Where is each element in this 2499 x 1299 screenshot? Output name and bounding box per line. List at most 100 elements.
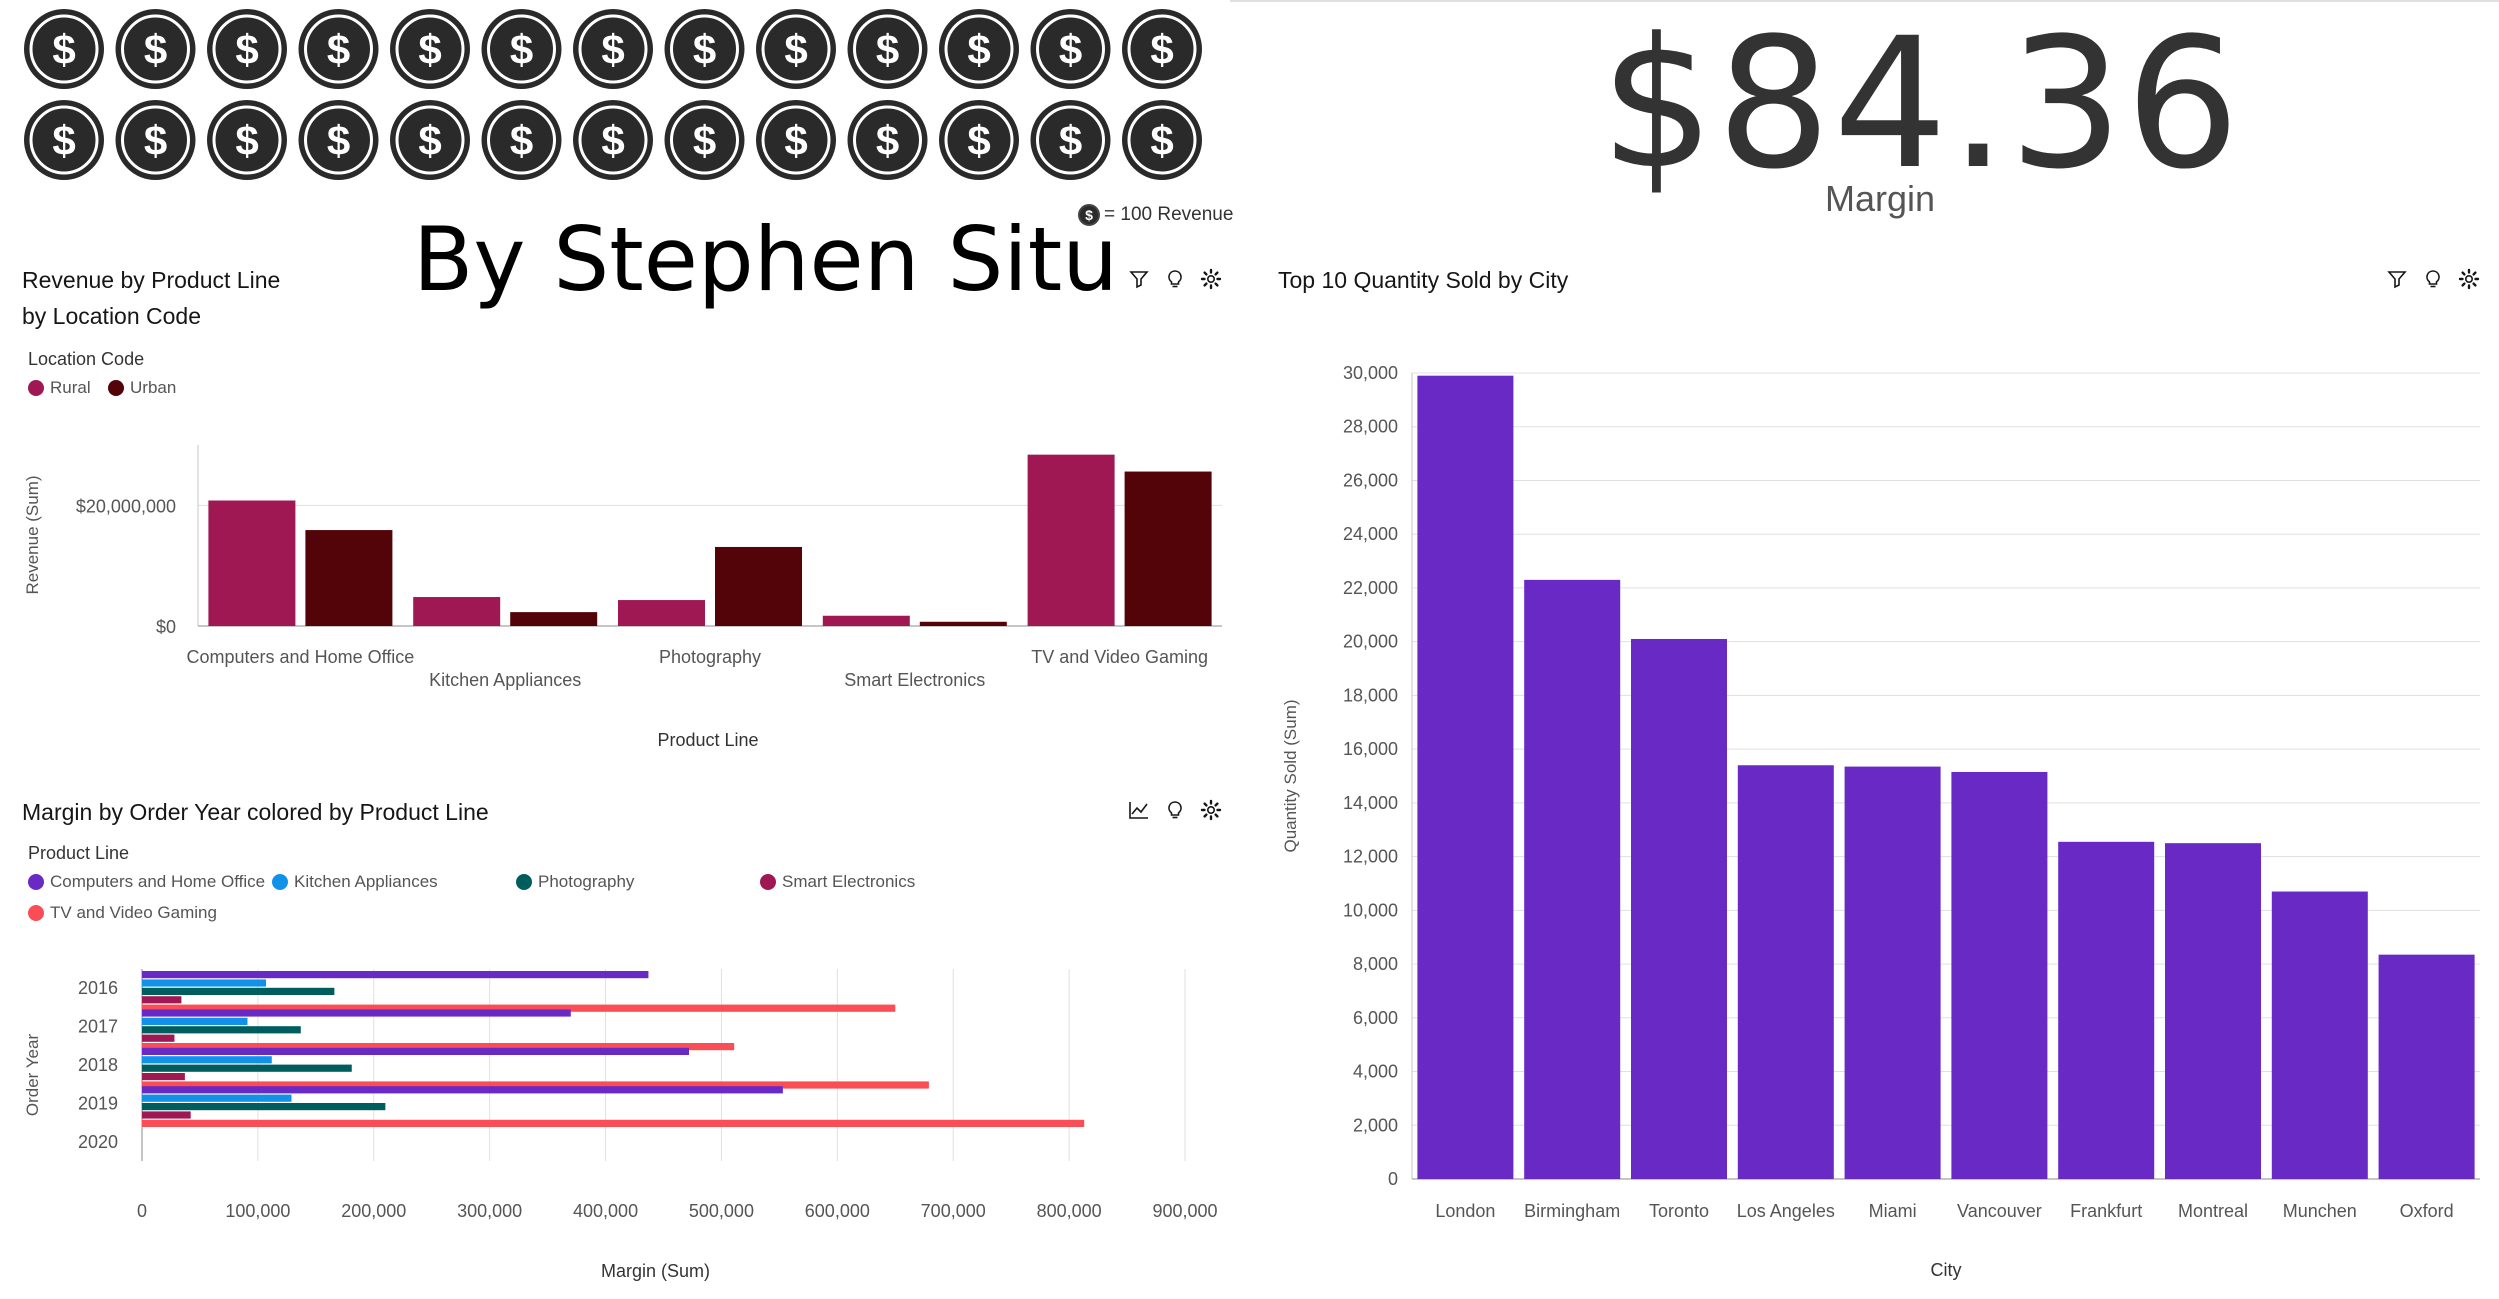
x-tick-label: 700,000	[921, 1201, 986, 1221]
revenue-chart-title-line1: Revenue by Product Line	[22, 267, 281, 293]
y-tick-label: 2020	[78, 1132, 118, 1152]
coin-outer	[24, 100, 104, 180]
x-tick-label: Montreal	[2178, 1201, 2248, 1221]
x-tick-label: Vancouver	[1957, 1201, 2042, 1221]
bar	[1124, 471, 1212, 626]
coin-ring	[670, 105, 739, 175]
coin-outer	[298, 100, 379, 180]
lightbulb-icon[interactable]	[1164, 799, 1186, 821]
y-tick-label: 2018	[78, 1055, 118, 1075]
x-tick-label: 100,000	[225, 1201, 290, 1221]
coin-ring	[1127, 14, 1197, 84]
coin-symbol: $	[52, 117, 75, 164]
legend-item-kitchen[interactable]: Kitchen Appliances	[272, 872, 438, 892]
coin-symbol: $	[1150, 26, 1173, 73]
coin-outer	[390, 9, 470, 89]
y-tick-label: 22,000	[1343, 578, 1398, 598]
coin-ring	[29, 14, 99, 84]
margin-legend-title: Product Line	[28, 843, 130, 863]
bar	[715, 546, 802, 626]
lightbulb-icon[interactable]	[1164, 268, 1186, 290]
revenue-bar-chart: $0 $20,000,000 Computers and Home Office Ki…	[23, 445, 1222, 750]
y-tick-label: 10,000	[1343, 900, 1398, 920]
lightbulb-icon[interactable]	[2422, 268, 2444, 290]
filter-icon[interactable]	[1128, 268, 1150, 290]
gear-icon[interactable]	[2458, 268, 2480, 290]
y-tick-label: 6,000	[1353, 1008, 1398, 1028]
bar	[1631, 638, 1727, 1179]
coin-outer	[115, 9, 196, 89]
coin-icon: $	[847, 9, 928, 89]
gear-icon[interactable]	[1200, 799, 1222, 821]
coin-ring	[487, 14, 556, 84]
x-tick-label: 800,000	[1037, 1201, 1102, 1221]
x-tick-label: Kitchen Appliances	[429, 670, 581, 690]
coin-outer	[481, 100, 562, 180]
coin-symbol: $	[1059, 26, 1082, 73]
x-tick-label: Computers and Home Office	[187, 647, 415, 667]
legend-item-computers[interactable]: Computers and Home Office	[28, 872, 265, 892]
coin-symbol: $	[144, 117, 167, 164]
coin-symbol: $	[876, 26, 899, 73]
coin-ring	[121, 105, 190, 175]
coin-symbol: $	[601, 117, 624, 164]
y-tick-label: 4,000	[1353, 1062, 1398, 1082]
bar	[142, 1111, 191, 1119]
filter-icon[interactable]	[2386, 268, 2408, 290]
bar	[305, 530, 393, 626]
bar	[142, 1073, 185, 1081]
legend-item-rural[interactable]: Rural	[28, 378, 91, 398]
legend-item-photography[interactable]: Photography	[516, 872, 634, 892]
coin-ring	[944, 14, 1014, 84]
revenue-pictogram: $ $ $ $ $ $ $ $ $ $ $ $ $ $ $ $ $ $ $ $ $ $ $ $ $ $	[24, 9, 1202, 180]
coin-ring	[761, 14, 831, 84]
bar	[413, 597, 501, 626]
coin-ring	[1127, 105, 1197, 175]
coin-symbol: $	[1059, 117, 1082, 164]
legend-item-urban[interactable]: Urban	[108, 378, 176, 398]
coin-ring	[29, 105, 99, 175]
revenue-chart-title-line2: by Location Code	[22, 303, 202, 329]
coin-ring	[853, 14, 922, 84]
bar	[142, 1086, 783, 1094]
coin-icon: $	[24, 9, 104, 89]
y-tick-label: 30,000	[1343, 363, 1398, 383]
bar	[142, 1056, 272, 1064]
bar	[2058, 841, 2155, 1179]
bar	[142, 1064, 352, 1072]
coin-symbol: $	[510, 117, 533, 164]
coin-outer	[847, 100, 928, 180]
coin-icon: $	[481, 9, 562, 89]
coin-icon: $	[1030, 100, 1111, 180]
y-axis-title: Revenue (Sum)	[23, 475, 42, 594]
revenue-chart-title: Revenue by Product Line by Location Code	[22, 262, 280, 334]
x-axis-title: City	[1931, 1260, 1962, 1280]
y-tick-label: $20,000,000	[76, 496, 176, 516]
legend-item-smart[interactable]: Smart Electronics	[760, 872, 915, 892]
coin-outer	[939, 9, 1019, 89]
coin-outer	[1122, 100, 1202, 180]
coin-icon: $	[756, 9, 836, 89]
coin-ring	[304, 14, 373, 84]
city-bar-chart: 0 2,000 4,000 6,000 8,000 10,000 12,000 14,000 1…	[1281, 363, 2480, 1280]
x-tick-label: 500,000	[689, 1201, 754, 1221]
y-tick-label: 2,000	[1353, 1115, 1398, 1135]
legend-item-tv[interactable]: TV and Video Gaming	[28, 903, 217, 923]
coin-icon: $	[1122, 9, 1202, 89]
coin-icon: $	[847, 100, 928, 180]
coin-icon: $	[390, 100, 470, 180]
top-border	[1230, 0, 2499, 2]
y-tick-label: 8,000	[1353, 954, 1398, 974]
bar	[1737, 765, 1834, 1179]
coin-symbol: $	[784, 117, 807, 164]
coin-outer	[1122, 9, 1202, 89]
bar	[142, 1103, 386, 1111]
coin-outer	[939, 100, 1019, 180]
coin-icon: $	[298, 100, 379, 180]
coin-symbol: $	[235, 117, 258, 164]
gear-icon[interactable]	[1200, 268, 1222, 290]
bar	[2378, 954, 2475, 1179]
line-chart-icon[interactable]	[1128, 799, 1150, 821]
y-axis-title: Order Year	[23, 1034, 42, 1117]
x-tick-label: Toronto	[1649, 1201, 1709, 1221]
